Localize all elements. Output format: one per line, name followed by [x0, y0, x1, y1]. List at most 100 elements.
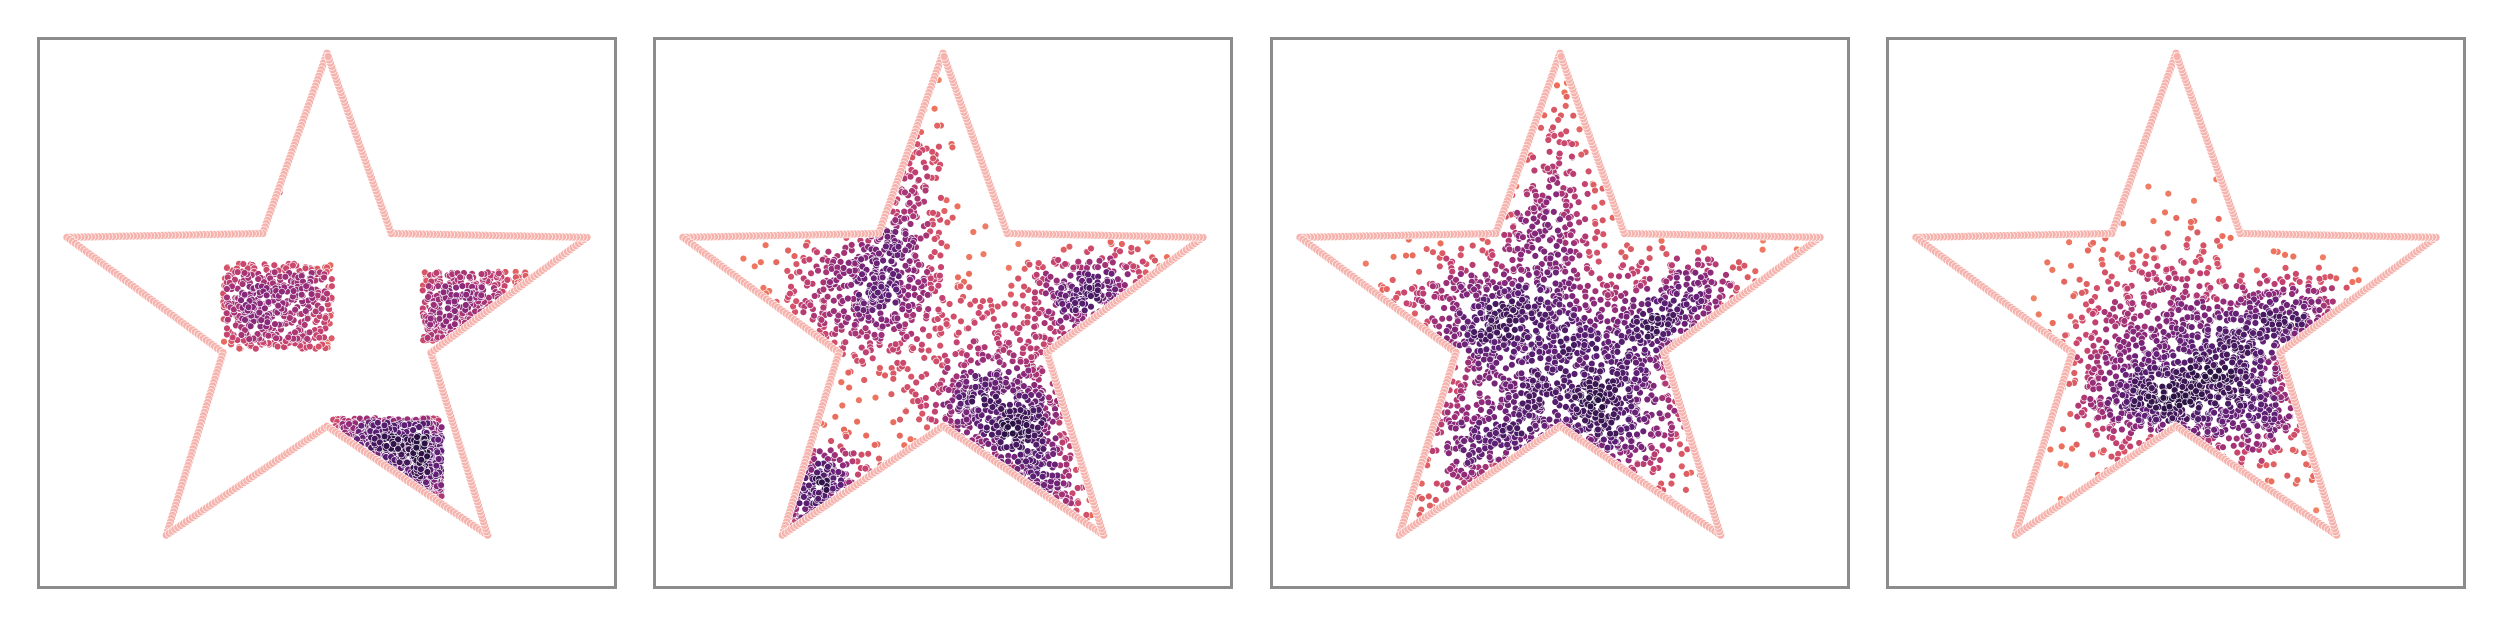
scatter-point [792, 260, 801, 268]
scatter-point [1553, 81, 1561, 90]
scatter-point [257, 316, 265, 324]
scatter-point [1024, 427, 1033, 435]
scatter-point [943, 242, 951, 251]
scatter-point [965, 270, 973, 278]
scatter-point [264, 332, 273, 340]
scatter-point [824, 248, 833, 256]
scatter-point [1678, 462, 1686, 471]
scatter-point [419, 286, 427, 295]
scatter-point [976, 422, 985, 430]
boundary-point [323, 52, 333, 61]
scatter-point [1014, 274, 1022, 283]
scatter-point [879, 256, 887, 265]
scatter-point [1569, 111, 1577, 120]
scatter-point [1014, 240, 1023, 248]
scatter-point [301, 264, 310, 273]
scatter-point [992, 392, 1000, 401]
scatter-point [357, 422, 365, 430]
scatter-point [1415, 268, 1423, 276]
scatter-point [1031, 315, 1039, 323]
scatter-point [1129, 262, 1137, 270]
scatter-point [923, 268, 931, 276]
scatter-point [1694, 248, 1702, 256]
scatter-point [1030, 323, 1038, 331]
scatter-point [948, 143, 957, 152]
scatter-point [374, 419, 382, 427]
scatter-point [1081, 306, 1089, 315]
scatter-point [1038, 367, 1046, 375]
scatter-point [792, 297, 800, 305]
scatter-point [906, 220, 915, 228]
scatter-point [839, 461, 847, 470]
scatter-point [245, 335, 253, 343]
scatter-point [1025, 260, 1034, 269]
scatter-point [1624, 272, 1632, 280]
scatter-point [877, 331, 886, 339]
scatter-point [1019, 291, 1027, 300]
scatter-point [1040, 319, 1049, 327]
scatter-point [862, 348, 870, 356]
scatter-point [1591, 220, 1599, 228]
scatter-point [929, 209, 937, 217]
scatter-point [1633, 460, 1642, 468]
scatter-point [252, 345, 260, 353]
scatter-point [870, 331, 879, 339]
scatter-point [935, 165, 943, 173]
scatter-point [317, 305, 326, 313]
scatter-point [914, 278, 922, 286]
scatter-point [857, 255, 865, 263]
scatter-point [1039, 445, 1048, 453]
scatter-point [1030, 431, 1039, 440]
scatter-point [1074, 484, 1082, 492]
scatter-point [1062, 313, 1070, 322]
scatter-point [1645, 244, 1654, 253]
scatter-point [784, 246, 792, 255]
scatter-point [883, 233, 892, 241]
scatter-point [434, 436, 442, 444]
scatter-point [450, 297, 459, 306]
scatter-point [935, 142, 943, 151]
scatter-point [1591, 234, 1599, 243]
scatter-point [1022, 421, 1031, 429]
scatter-point [863, 333, 871, 341]
scatter-point [800, 493, 808, 501]
scatter-point [462, 301, 470, 309]
scatter-point [1124, 270, 1132, 278]
scatter-point [1443, 479, 1452, 488]
scatter-point [1065, 472, 1073, 480]
scatter-point [289, 261, 297, 270]
scatter-point [291, 328, 299, 336]
scatter-point [878, 322, 887, 331]
scatter-point [1595, 257, 1603, 266]
scatter-point [965, 253, 973, 261]
scatter-point [986, 296, 994, 305]
scatter-point [1087, 303, 1095, 311]
scatter-point [1423, 303, 1432, 312]
scatter-point [968, 397, 976, 406]
scatter-point [859, 306, 868, 314]
scatter-point [914, 397, 922, 405]
scatter-point [1581, 215, 1589, 223]
scatter-point [451, 320, 459, 328]
scatter-point [847, 281, 855, 289]
scatter-point [1004, 423, 1012, 431]
scatter-point [1116, 247, 1124, 256]
scatter-point [916, 234, 925, 243]
scatter-point [913, 335, 921, 343]
scatter-point [831, 413, 840, 421]
scatter-point [990, 444, 998, 452]
scatter-point [841, 338, 850, 346]
scatter-point [1072, 286, 1081, 294]
scatter-point [932, 401, 940, 409]
scatter-point [957, 297, 965, 305]
scatter-point [1607, 271, 1615, 280]
scatter-point [430, 301, 438, 309]
scatter-point [444, 304, 452, 313]
scatter-point [1433, 479, 1441, 488]
scatter-point [996, 438, 1005, 446]
scatter-point [244, 303, 253, 311]
scatter-point [432, 462, 441, 470]
scatter-point [842, 432, 850, 441]
scatter-point [840, 307, 848, 315]
scatter-point [1668, 261, 1676, 269]
